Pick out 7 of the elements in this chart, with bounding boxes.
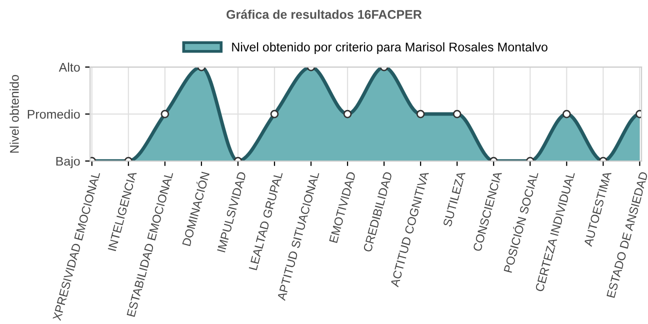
chart-title: Gráfica de resultados 16FACPER xyxy=(226,10,422,19)
legend-label: Nivel obtenido por criterio para Marisol Rosales Montalvo xyxy=(232,42,548,54)
category-label: Promedio xyxy=(28,110,80,119)
y-axis-title: Nivel obtenido xyxy=(10,74,19,153)
category-label: Alto xyxy=(58,62,80,72)
x-tick-label: LEALTAD GRUPAL xyxy=(248,171,283,270)
category-label: Bajo xyxy=(56,156,80,168)
